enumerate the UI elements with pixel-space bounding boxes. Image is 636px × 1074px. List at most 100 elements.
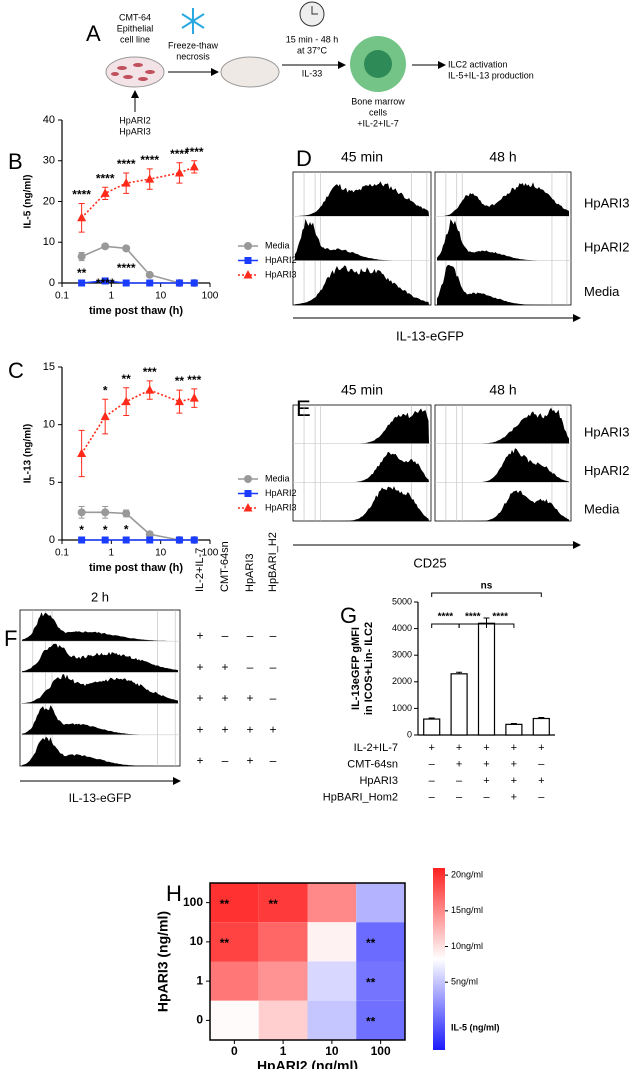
- sign: +: [456, 758, 462, 770]
- label: HpARI3: [119, 126, 151, 136]
- panel-letter: H: [166, 881, 182, 906]
- bar: [505, 723, 523, 736]
- series-line: [81, 166, 195, 219]
- histogram: [295, 408, 429, 444]
- sign: +: [221, 660, 228, 674]
- error-bar: [428, 717, 435, 720]
- sign: +: [511, 775, 517, 787]
- x-axis-label: time post thaw (h): [89, 562, 183, 574]
- nucleus: [364, 50, 392, 78]
- label: CMT-64: [119, 12, 151, 22]
- sign: –: [270, 691, 277, 705]
- series-line: [80, 389, 195, 454]
- marker: [244, 242, 252, 250]
- marker: [146, 536, 154, 544]
- histogram: [295, 218, 429, 261]
- y-axis-label: HpARI3 (ng/ml): [155, 911, 171, 1012]
- marker: [121, 396, 131, 406]
- marker: [122, 536, 130, 544]
- marker: [145, 530, 154, 539]
- label: IL-33: [302, 68, 323, 78]
- x-tick-label: 1: [280, 1044, 287, 1058]
- error-bar: [538, 716, 545, 719]
- x-tick-label: 100: [371, 1044, 391, 1058]
- sign: –: [538, 758, 545, 770]
- sign: –: [247, 629, 254, 643]
- axis-label: IL-13-eGFP: [69, 791, 132, 805]
- bar: [477, 622, 496, 736]
- panel-letter: D: [296, 146, 312, 171]
- colorbar-tick-label: 5ng/ml: [451, 977, 478, 987]
- row-label: HpARI2: [584, 463, 630, 478]
- row-label: HpARI3: [584, 424, 630, 439]
- heatmap-frame: [209, 882, 406, 1041]
- y-axis-label: IL-13 (ng/ml): [23, 424, 34, 483]
- legend-label: HpARI3: [265, 502, 297, 512]
- sign: +: [196, 691, 203, 705]
- timepoint-label: 48 h: [489, 149, 516, 165]
- marker: [101, 242, 110, 251]
- column-header: HpBARI_H2: [267, 532, 279, 592]
- label: ILC2 activation: [448, 59, 508, 69]
- significance: **: [220, 897, 230, 911]
- marker: [77, 212, 87, 222]
- significance: ***: [143, 365, 157, 379]
- sign: +: [483, 775, 489, 787]
- significance: **: [220, 936, 230, 950]
- x-tick-label: 100: [202, 548, 219, 559]
- histogram: [295, 265, 429, 305]
- marker: [101, 508, 110, 517]
- sign: +: [196, 753, 203, 767]
- significance: ns: [481, 581, 493, 592]
- significance: ***: [187, 373, 201, 387]
- sign: –: [483, 791, 490, 803]
- significance: ****: [96, 171, 115, 185]
- marker: [121, 178, 131, 187]
- sign: +: [428, 742, 434, 754]
- y-axis-label: in ICOS+Lin- ILC2: [363, 622, 375, 715]
- marker: [175, 536, 183, 544]
- marker: [244, 257, 252, 264]
- significance: ****: [492, 612, 508, 623]
- label: Freeze-thaw: [168, 40, 219, 50]
- y-tick-label: 0: [49, 534, 55, 546]
- marker: [243, 270, 253, 279]
- significance: **: [366, 1015, 376, 1029]
- x-tick-label: 1: [109, 291, 115, 302]
- y-tick-label: 10: [43, 419, 55, 431]
- timepoint-label: 45 min: [341, 149, 383, 165]
- sign: –: [456, 791, 463, 803]
- marker: [145, 174, 155, 183]
- histogram: [437, 448, 569, 483]
- x-tick-label: 100: [202, 291, 219, 302]
- label: IL-5+IL-13 production: [448, 70, 534, 80]
- histogram: [295, 451, 429, 483]
- legend-label: Media: [265, 473, 290, 483]
- error-bar: [510, 723, 517, 725]
- marker: [146, 279, 154, 287]
- snowflake: [181, 8, 205, 34]
- heatmap-cell: [307, 1000, 357, 1040]
- axis-label: IL-13-eGFP: [396, 328, 464, 343]
- colorbar: [433, 868, 445, 1050]
- significance: ****: [140, 153, 159, 167]
- marker: [100, 188, 110, 197]
- significance: ****: [96, 276, 115, 290]
- legend-label: Media: [265, 240, 290, 250]
- marker: [190, 536, 198, 544]
- panel-letter: C: [8, 358, 24, 383]
- sign: +: [269, 722, 276, 736]
- histogram: [437, 264, 569, 305]
- y-axis-label: IL-13eGFP gMFI: [350, 627, 362, 710]
- y-tick-label: 15: [43, 361, 55, 373]
- significance: **: [175, 374, 185, 388]
- sign: –: [247, 660, 254, 674]
- x-tick-label: 10: [155, 291, 167, 302]
- bar: [450, 673, 468, 736]
- heatmap-cell: [210, 961, 259, 1001]
- histogram: [22, 612, 178, 642]
- marker: [145, 270, 154, 279]
- marker: [190, 279, 198, 287]
- heatmap-cell: [210, 1000, 259, 1040]
